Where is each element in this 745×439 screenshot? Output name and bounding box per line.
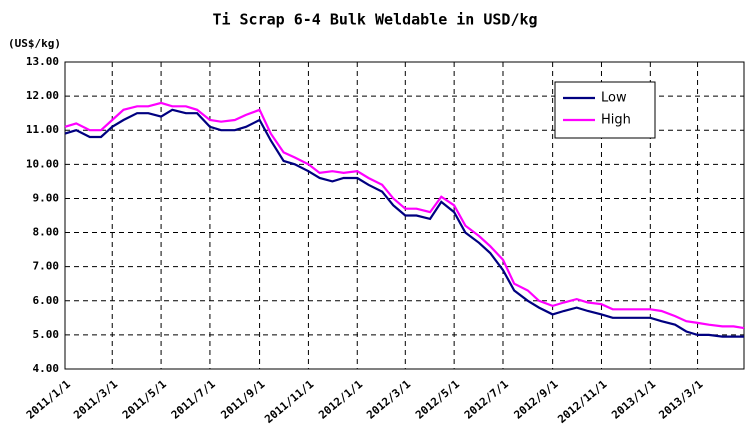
y-tick-label: 8.00 — [33, 226, 60, 239]
legend-label: Low — [601, 91, 627, 106]
y-tick-label: 10.00 — [26, 157, 59, 170]
x-tick-label: 2012/9/1 — [512, 377, 561, 421]
x-tick-label: 2011/9/1 — [218, 377, 267, 421]
y-tick-label: 7.00 — [33, 260, 60, 273]
y-tick-label: 11.00 — [26, 123, 59, 136]
line-series — [64, 101, 745, 330]
x-tick-label: 2011/3/1 — [71, 377, 120, 421]
y-tick-label: 5.00 — [33, 328, 60, 341]
legend-box — [554, 81, 656, 139]
x-tick-label: 2012/11/1 — [555, 377, 609, 426]
x-tick-label: 2011/11/1 — [262, 377, 316, 426]
y-tick-label: 6.00 — [33, 294, 60, 307]
x-tick-label: 2013/3/1 — [656, 377, 705, 421]
plot-border — [64, 61, 745, 370]
y-axis-label: (US$/kg) — [8, 37, 61, 50]
x-tick-label: 2013/1/1 — [609, 377, 658, 421]
y-tick-label: 9.00 — [33, 191, 60, 204]
y-tick-label: 4.00 — [33, 362, 60, 375]
chart-title: Ti Scrap 6-4 Bulk Weldable in USD/kg — [212, 11, 537, 29]
x-tick-label: 2011/5/1 — [120, 377, 169, 421]
y-tick-label: 13.00 — [26, 55, 59, 68]
x-tick-label: 2012/3/1 — [364, 377, 413, 421]
x-tick-label: 2012/7/1 — [462, 377, 511, 421]
x-tick-label: 2011/1/1 — [24, 377, 73, 421]
x-tick-label: 2011/7/1 — [169, 377, 218, 421]
y-tick-label: 12.00 — [26, 89, 59, 102]
x-tick-label: 2012/1/1 — [316, 377, 365, 421]
legend-label: High — [601, 113, 631, 128]
x-tick-label: 2012/5/1 — [413, 377, 462, 421]
line-series — [64, 108, 744, 338]
